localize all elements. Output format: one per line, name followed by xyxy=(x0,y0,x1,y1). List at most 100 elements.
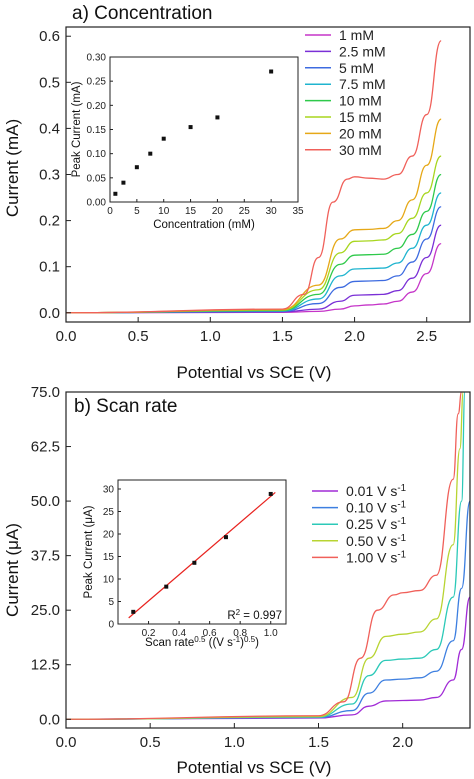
inset-y-tick-label: 0.05 xyxy=(87,173,107,184)
x-tick-label: 1.0 xyxy=(224,734,245,751)
y-tick-label: 0.6 xyxy=(39,28,60,45)
x-tick-label: 0.5 xyxy=(140,734,161,751)
panel-b-xlabel: Potential vs SCE (V) xyxy=(177,758,332,777)
x-tick-label: 0.5 xyxy=(128,328,149,345)
inset-y-tick-label: 0.20 xyxy=(87,101,107,112)
inset-y-tick-label: 0.25 xyxy=(87,77,107,88)
legend-label-4: 10 mM xyxy=(339,93,382,109)
x-tick-label: 2.0 xyxy=(392,734,413,751)
x-tick-label: 2.5 xyxy=(416,328,437,345)
inset-x-tick-label: 0.4 xyxy=(172,628,186,639)
inset-x-tick-label: 0 xyxy=(107,206,113,217)
panel-a-ylabel: Current (mA) xyxy=(3,119,22,217)
inset-point-0 xyxy=(113,191,118,196)
inset-y-tick-label: 20 xyxy=(103,530,115,541)
panel-b-title: b) Scan rate xyxy=(74,396,178,417)
x-tick-label: 0.0 xyxy=(56,328,77,345)
inset-point-4 xyxy=(161,136,166,141)
inset-point-3 xyxy=(148,151,153,156)
y-tick-label: 25.0 xyxy=(31,602,60,619)
inset-y-tick-label: 10 xyxy=(103,575,115,586)
inset-y-tick-label: 30 xyxy=(103,485,115,496)
series-line-1 xyxy=(65,224,442,314)
y-tick-label: 0.1 xyxy=(39,259,60,276)
inset-point-0 xyxy=(131,609,136,614)
legend-label-0: 0.01 V s-1 xyxy=(346,483,406,500)
inset-x-tick-label: 0.6 xyxy=(203,628,217,639)
legend-label-6: 20 mM xyxy=(339,125,382,141)
legend-label-2: 0.25 V s-1 xyxy=(346,516,406,533)
inset-point-1 xyxy=(164,584,169,589)
panel-b-curves xyxy=(65,391,471,720)
x-tick-label: 1.5 xyxy=(308,734,329,751)
inset-point-1 xyxy=(121,180,126,185)
y-tick-label: 0.0 xyxy=(39,711,60,728)
legend-label-3: 0.50 V s-1 xyxy=(346,532,406,549)
inset-y-tick-label: 0.10 xyxy=(87,149,107,160)
panel-b-scan-rate: b) Scan rate 0.0 0.5 1.0 1.5 2.0 0.0 12.5 25.0 3… xyxy=(3,384,471,777)
legend-label-1: 2.5 mM xyxy=(339,43,386,59)
inset-b-ylabel: Peak Current (μA) xyxy=(83,505,95,598)
inset-x-tick-label: 0.2 xyxy=(142,628,156,639)
legend-label-5: 15 mM xyxy=(339,109,382,125)
y-tick-label: 12.5 xyxy=(31,657,60,674)
inset-y-tick-label: 0.15 xyxy=(87,125,107,136)
legend-label-2: 5 mM xyxy=(339,60,374,76)
panel-b-legend: 0.01 V s-10.10 V s-10.25 V s-10.50 V s-1… xyxy=(312,483,406,566)
inset-point-2 xyxy=(134,165,139,170)
inset-point-5 xyxy=(188,125,193,130)
series-line-3 xyxy=(65,391,464,720)
legend-label-4: 1.00 V s-1 xyxy=(346,549,406,566)
y-tick-label: 50.0 xyxy=(31,493,60,510)
inset-frame xyxy=(117,479,287,625)
inset-a-ylabel: Peak Current (mA) xyxy=(71,81,83,177)
inset-x-tick-label: 5 xyxy=(134,206,140,217)
inset-x-tick-label: 25 xyxy=(239,206,251,217)
inset-x-tick-label: 0.8 xyxy=(233,628,247,639)
legend-label-0: 1 mM xyxy=(339,27,374,43)
inset-b-xlabel: Scan rate0.5 ((V s-1)0.5) xyxy=(145,635,259,650)
y-tick-label: 0.0 xyxy=(39,305,60,322)
x-tick-label: 0.0 xyxy=(56,734,77,751)
y-tick-label: 37.5 xyxy=(31,548,60,565)
inset-y-tick-label: 5 xyxy=(108,597,114,608)
legend-label-3: 7.5 mM xyxy=(339,76,386,92)
inset-x-tick-label: 15 xyxy=(185,206,197,217)
inset-x-tick-label: 20 xyxy=(212,206,224,217)
panel-a-xlabel: Potential vs SCE (V) xyxy=(177,363,332,382)
y-tick-label: 0.2 xyxy=(39,213,60,230)
inset-b-r2-label: R2 = 0.997 xyxy=(227,608,282,623)
inset-point-3 xyxy=(223,535,228,540)
inset-y-tick-label: 0.00 xyxy=(87,198,107,209)
x-tick-label: 1.5 xyxy=(272,328,293,345)
y-tick-label: 0.5 xyxy=(39,74,60,91)
series-line-7 xyxy=(65,40,442,314)
panel-a-concentration: a) Concentration 0.0 0.5 1.0 1.5 2.0 2.50.00.… xyxy=(3,3,471,382)
inset-x-tick-label: 1.0 xyxy=(264,628,278,639)
panel-a-curves xyxy=(65,40,442,314)
inset-y-tick-label: 15 xyxy=(103,552,115,563)
inset-point-6 xyxy=(215,115,220,120)
inset-fit-line xyxy=(128,491,276,619)
inset-x-tick-label: 35 xyxy=(292,206,304,217)
inset-frame xyxy=(109,56,299,203)
panel-a-title: a) Concentration xyxy=(72,3,212,24)
panel-a-axes: 0.0 0.5 1.0 1.5 2.0 2.5 0.0 0.1 0.2 0.3 0.4 0.5 0.6 xyxy=(39,26,471,345)
inset-y-tick-label: 25 xyxy=(103,507,115,518)
inset-x-tick-label: 30 xyxy=(266,206,278,217)
y-tick-label: 0.4 xyxy=(39,120,60,137)
inset-y-tick-label: 0.30 xyxy=(87,53,107,64)
y-tick-label: 0.3 xyxy=(39,167,60,184)
series-line-4 xyxy=(65,391,463,720)
y-tick-label: 62.5 xyxy=(31,439,60,456)
panel-a-inset: 0 5 10 15 20 25 30 35 0.00 0.05 0.10 0.15 0.20 0.25 0.… xyxy=(71,53,304,232)
plot-frame xyxy=(65,391,471,729)
inset-point-2 xyxy=(192,560,197,565)
x-tick-label: 2.0 xyxy=(344,328,365,345)
y-tick-label: 75.0 xyxy=(31,384,60,401)
legend-label-1: 0.10 V s-1 xyxy=(346,499,406,516)
inset-x-tick-label: 10 xyxy=(158,206,170,217)
inset-a-xlabel: Concentration (mM) xyxy=(153,219,255,231)
